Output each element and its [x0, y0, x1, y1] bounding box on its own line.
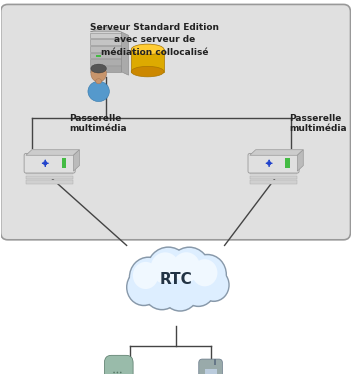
Circle shape: [199, 270, 228, 300]
FancyBboxPatch shape: [248, 153, 299, 173]
Text: Passerelle
multimédia: Passerelle multimédia: [69, 114, 126, 134]
Bar: [250, 176, 297, 179]
Ellipse shape: [96, 79, 102, 84]
FancyBboxPatch shape: [1, 4, 351, 240]
Circle shape: [133, 262, 158, 289]
Polygon shape: [26, 150, 80, 155]
Bar: [90, 66, 121, 72]
Polygon shape: [121, 32, 129, 75]
Circle shape: [169, 248, 209, 291]
Polygon shape: [73, 150, 80, 171]
Text: RTC: RTC: [159, 272, 192, 286]
Circle shape: [144, 270, 180, 309]
Bar: [214, 359, 216, 365]
Ellipse shape: [88, 81, 109, 102]
Circle shape: [162, 272, 198, 310]
Circle shape: [91, 65, 106, 82]
Circle shape: [129, 256, 168, 298]
Text: Passerelle
multimédia: Passerelle multimédia: [289, 114, 347, 134]
Circle shape: [172, 252, 200, 282]
Bar: [285, 159, 290, 168]
Bar: [90, 53, 121, 58]
Circle shape: [120, 372, 122, 374]
Circle shape: [182, 271, 215, 306]
Circle shape: [126, 268, 162, 306]
Circle shape: [113, 372, 115, 374]
Bar: [62, 159, 66, 168]
Circle shape: [130, 258, 167, 297]
Bar: [90, 59, 121, 65]
Bar: [131, 50, 164, 72]
Bar: [90, 33, 121, 39]
Ellipse shape: [131, 66, 164, 77]
Polygon shape: [250, 150, 303, 155]
Bar: [26, 176, 73, 179]
Circle shape: [150, 252, 180, 284]
Circle shape: [189, 255, 226, 294]
Ellipse shape: [91, 64, 106, 73]
Circle shape: [127, 270, 160, 305]
FancyBboxPatch shape: [104, 355, 133, 375]
FancyBboxPatch shape: [199, 359, 222, 375]
Circle shape: [198, 268, 230, 302]
Bar: [26, 180, 73, 184]
FancyBboxPatch shape: [24, 153, 75, 173]
Circle shape: [147, 248, 189, 292]
Circle shape: [161, 270, 200, 312]
Bar: [204, 369, 216, 375]
Circle shape: [188, 254, 227, 296]
Circle shape: [146, 246, 191, 294]
Bar: [96, 55, 101, 57]
Bar: [250, 171, 297, 174]
Ellipse shape: [131, 44, 164, 55]
Circle shape: [168, 246, 211, 292]
Bar: [250, 180, 297, 184]
Text: Serveur Standard Edition
avec serveur de
médiation collocalisé: Serveur Standard Edition avec serveur de…: [90, 23, 219, 57]
Polygon shape: [297, 150, 303, 171]
Bar: [90, 39, 121, 45]
Circle shape: [117, 372, 118, 374]
Bar: [90, 46, 121, 52]
Bar: [26, 171, 73, 174]
Circle shape: [142, 268, 181, 310]
Circle shape: [181, 269, 216, 307]
Circle shape: [192, 259, 217, 286]
Polygon shape: [90, 27, 121, 32]
